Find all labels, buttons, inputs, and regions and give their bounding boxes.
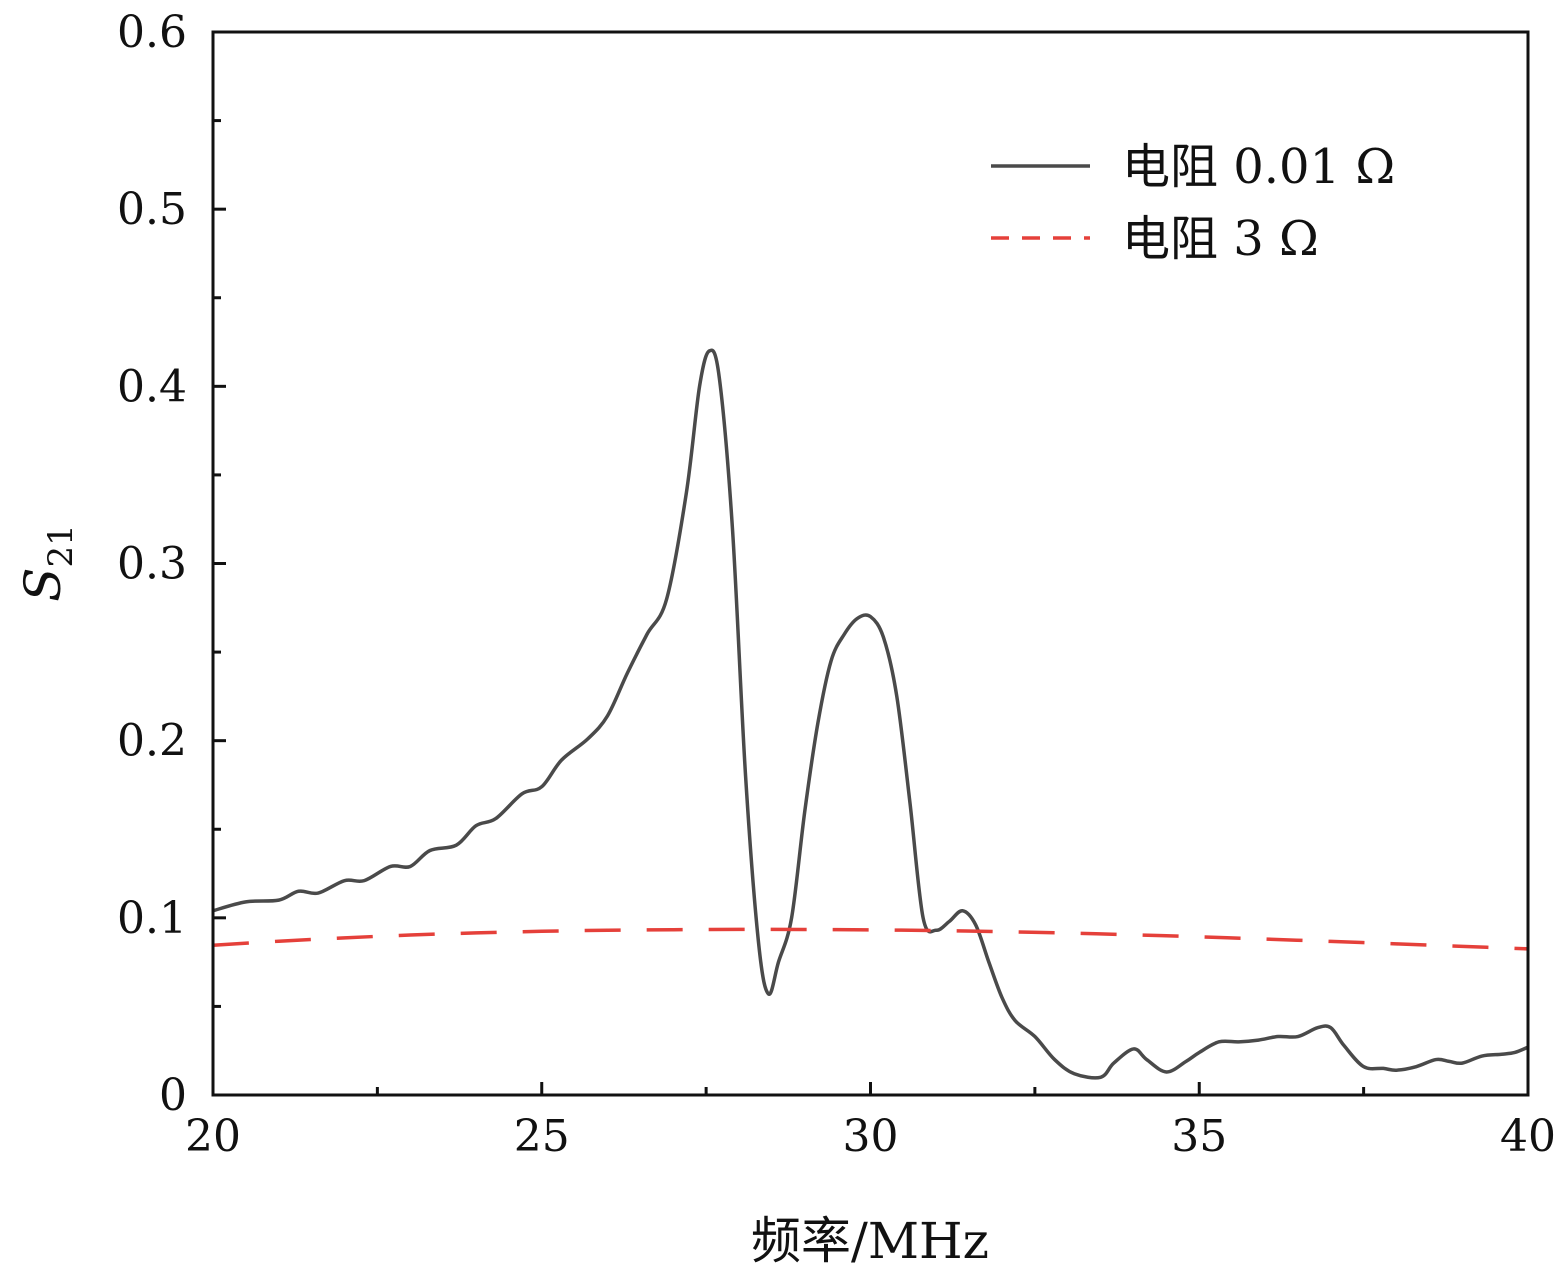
x-axis-title: 频率/MHz bbox=[751, 1212, 989, 1270]
x-tick-label: 35 bbox=[1171, 1111, 1227, 1162]
y-axis-title-main: S bbox=[14, 568, 72, 602]
legend: 电阻 0.01 Ω 电阻 3 Ω bbox=[991, 139, 1395, 267]
legend-label-series-2: 电阻 3 Ω bbox=[1122, 211, 1319, 267]
series-line-2 bbox=[213, 927, 1528, 951]
y-tick-label: 0.4 bbox=[117, 361, 187, 412]
x-tick-label: 25 bbox=[514, 1111, 570, 1162]
y-tick-label: 0.5 bbox=[117, 184, 187, 235]
series-line-1 bbox=[213, 348, 1528, 1080]
x-tick-label: 20 bbox=[185, 1111, 241, 1162]
y-tick-label: 0.6 bbox=[117, 7, 187, 58]
legend-label-series-1: 电阻 0.01 Ω bbox=[1122, 139, 1395, 195]
y-axis-title-subscript: 21 bbox=[41, 524, 81, 567]
x-tick-label: 40 bbox=[1500, 1111, 1556, 1162]
ticks-layer bbox=[211, 30, 1530, 1097]
tick-labels-layer: 20 25 30 35 40 0 0.1 0.2 0.3 0.4 0.5 0.6 bbox=[117, 7, 1556, 1162]
series-layer bbox=[213, 348, 1528, 1080]
y-tick-label: 0.2 bbox=[117, 716, 187, 767]
y-tick-label: 0.1 bbox=[117, 893, 187, 944]
y-axis-title: S21 bbox=[14, 524, 81, 602]
x-tick-label: 30 bbox=[843, 1111, 899, 1162]
y-tick-label: 0.3 bbox=[117, 539, 187, 590]
y-tick-label: 0 bbox=[159, 1070, 187, 1121]
